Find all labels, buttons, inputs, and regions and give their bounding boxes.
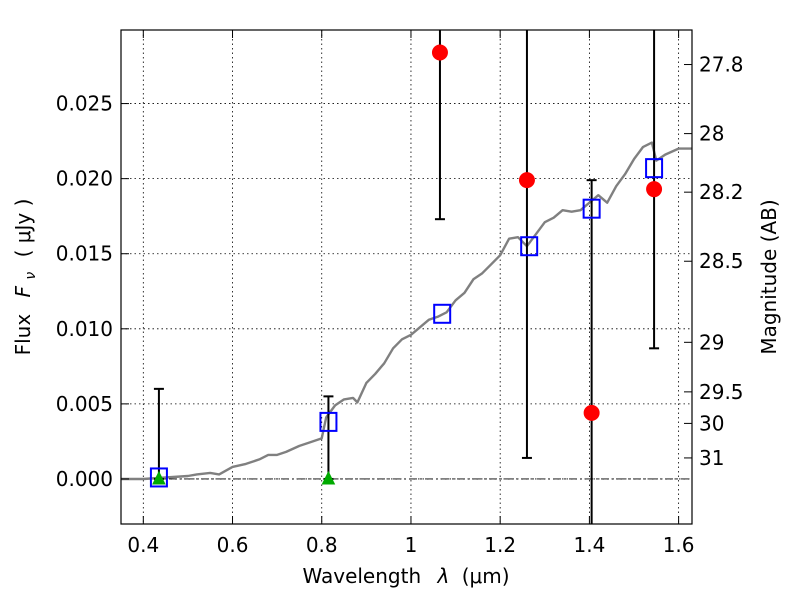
markers [149, 44, 664, 488]
y2-axis-ticks: 27.8 28 28.2 28.5 29 29.5 30 31 [684, 53, 744, 470]
x-axis-label-symbol: λ [437, 564, 450, 588]
x-tick-label: 1.6 [663, 533, 695, 557]
grid [121, 30, 692, 524]
photometry-square-marker [319, 411, 338, 432]
x-axis-label-word: Wavelength [302, 564, 421, 588]
photometry-square-marker [582, 198, 601, 219]
y-axis-label-unit: ( μJy ) [11, 199, 35, 258]
y-axis-label-subscript: ν [23, 272, 39, 280]
model-spectrum [121, 141, 692, 481]
y2-tick-label: 28.2 [699, 180, 744, 204]
measurement-circle-marker [431, 44, 448, 61]
photometry-square-marker [149, 467, 168, 488]
x-tick-label: 1 [405, 533, 418, 557]
x-tick-label: 0.6 [217, 533, 249, 557]
error-bars [153, 30, 660, 524]
upper-limit-triangle-marker [321, 470, 336, 485]
y-axis-label: Flux F ν ( μJy ) [11, 199, 40, 356]
y-tick-label: 0.015 [56, 242, 113, 266]
model-spectrum-line [121, 141, 692, 481]
x-tick-label: 1.2 [484, 533, 516, 557]
y2-tick-label: 29.5 [699, 380, 744, 404]
x-tick-label: 0.4 [127, 533, 159, 557]
x-axis-label-unit: (μm) [462, 564, 510, 588]
y2-tick-label: 28 [699, 122, 724, 146]
y-axis-label-word: Flux [11, 314, 35, 356]
measurement-circle-marker [583, 404, 600, 421]
measurement-circle-marker [646, 181, 663, 198]
upper-limit-triangle-marker [152, 470, 166, 485]
y-tick-label: 0.020 [56, 167, 113, 191]
y-tick-label: 0.005 [56, 392, 113, 416]
x-tick-label: 1.4 [573, 533, 605, 557]
y-tick-label: 0.010 [56, 317, 113, 341]
y-tick-label: 0.025 [56, 92, 113, 116]
y2-tick-label: 30 [699, 411, 724, 435]
photometry-square-marker [520, 236, 539, 257]
measurement-circle-marker [518, 172, 535, 189]
y2-tick-label: 28.5 [699, 249, 744, 273]
y2-tick-label: 31 [699, 446, 724, 470]
y2-tick-label: 29 [699, 330, 724, 354]
x-axis-ticks: 0.4 0.6 0.8 1 1.2 1.4 1.6 [127, 30, 695, 557]
y-axis-label-symbol: F [11, 285, 35, 297]
x-axis-label: Wavelength λ (μm) [302, 564, 509, 588]
x-tick-label: 0.8 [306, 533, 338, 557]
y2-axis-label: Magnitude (AB) [757, 199, 781, 354]
photometry-square-marker [433, 303, 452, 324]
y-tick-label: 0.000 [56, 467, 113, 491]
photometry-square-marker [645, 158, 664, 179]
y2-tick-label: 27.8 [699, 53, 744, 77]
y-axis-ticks: 0.000 0.005 0.010 0.015 0.020 0.025 [56, 92, 129, 491]
plot-frame [120, 29, 693, 525]
